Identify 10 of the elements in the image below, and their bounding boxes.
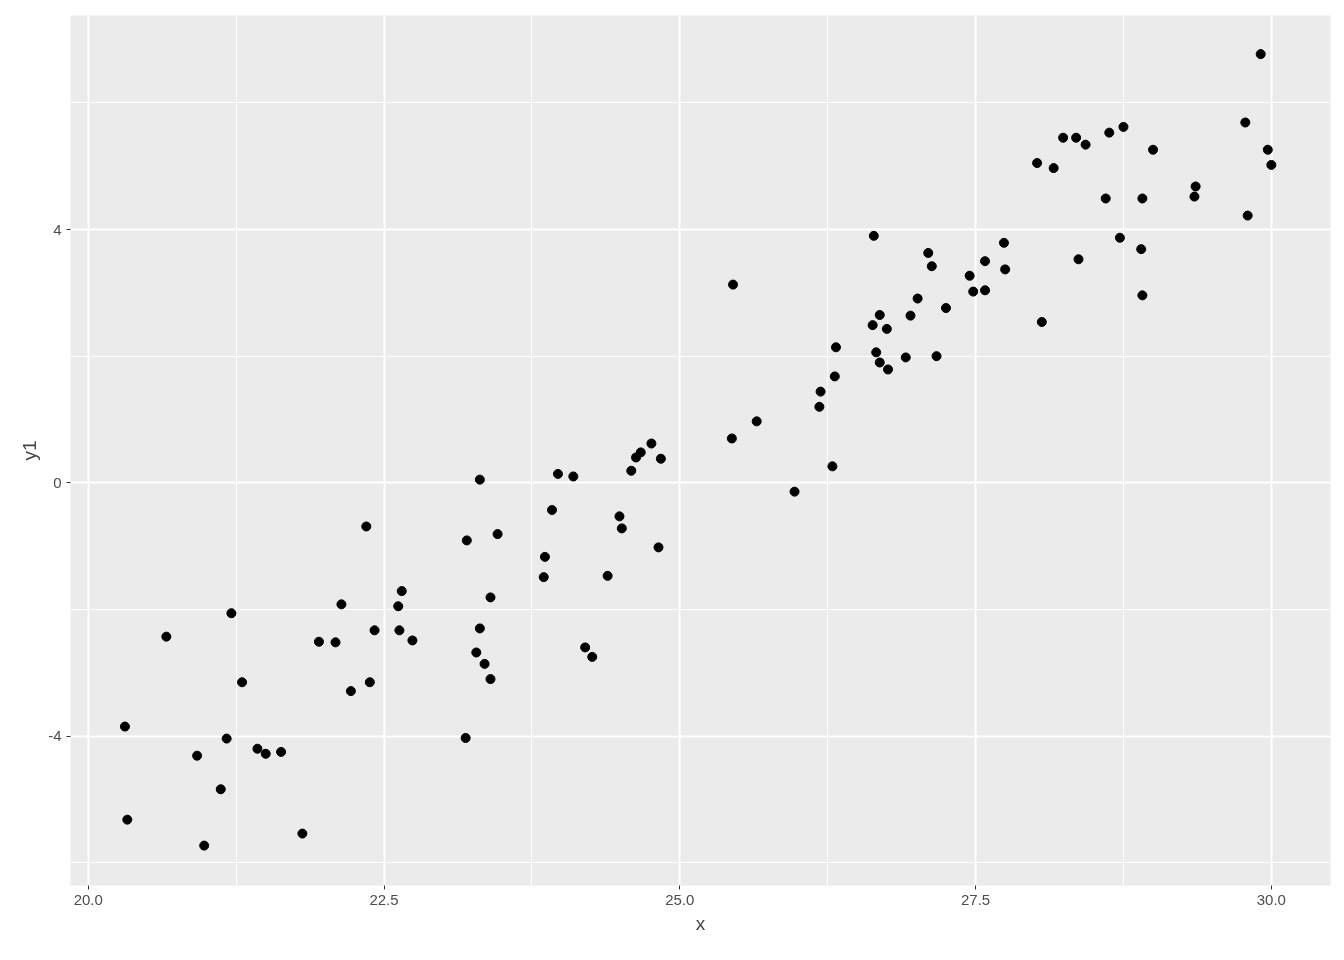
x-tick-label: 22.5 <box>369 890 399 908</box>
y-tick-label: -4 <box>48 727 62 745</box>
x-tick-label: 30.0 <box>1256 890 1286 908</box>
y-tick-label: 0 <box>53 473 62 491</box>
x-tick-label: 27.5 <box>960 890 991 908</box>
x-axis-title: x <box>695 912 706 934</box>
x-tick-label: 20.0 <box>73 890 103 908</box>
y-tick-label: 4 <box>53 220 62 238</box>
x-tick-label: 25.0 <box>665 890 695 908</box>
y-axis-title: y1 <box>19 440 41 461</box>
